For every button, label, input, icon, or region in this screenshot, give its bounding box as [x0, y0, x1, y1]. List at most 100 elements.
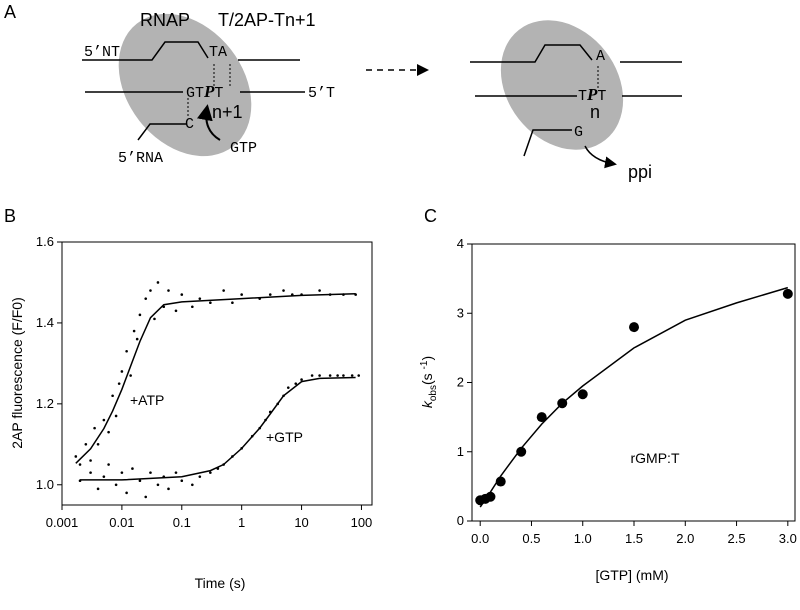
label: 5’T [308, 85, 335, 102]
series-label: +GTP [266, 429, 303, 445]
point [350, 374, 354, 377]
y-axis-label-part: -1 [419, 360, 430, 369]
label: T [597, 88, 606, 105]
point [125, 491, 128, 495]
label: T/2AP-Tn+1 [218, 10, 316, 30]
point [120, 370, 124, 373]
strand [470, 44, 593, 63]
label: P [586, 85, 598, 104]
point [167, 487, 170, 491]
point [111, 394, 114, 398]
point [135, 337, 139, 341]
y-axis-label-part: ) [419, 356, 435, 361]
point [357, 374, 361, 377]
label: n [590, 102, 600, 122]
point [222, 289, 225, 292]
point [153, 317, 156, 321]
point [89, 459, 92, 462]
label: 5’RNA [118, 150, 163, 167]
point [138, 313, 142, 317]
x-tick-label: 2.0 [676, 531, 694, 546]
x-tick-label: 10 [294, 515, 308, 530]
point [536, 412, 547, 423]
point [286, 386, 290, 389]
point [78, 463, 82, 466]
point [107, 430, 110, 434]
x-tick-label: 0.5 [522, 531, 540, 546]
point [231, 301, 234, 304]
point [144, 495, 148, 499]
y-axis-label-part: k [419, 400, 435, 408]
y-axis-label-part: (s [419, 369, 435, 385]
point [174, 471, 178, 474]
y-axis-label: kobs(s -1) [419, 356, 439, 408]
fit-line [75, 293, 356, 464]
point [209, 301, 212, 304]
point [84, 443, 88, 446]
point [93, 426, 96, 430]
rnap-shape [118, 13, 252, 157]
label: T [578, 88, 587, 105]
x-tick-label: 1.0 [574, 531, 592, 546]
point [114, 414, 118, 418]
x-axis-label: [GTP] (mM) [595, 567, 668, 583]
label: T [214, 85, 223, 102]
point [96, 487, 100, 491]
point [156, 483, 160, 487]
label: TA [209, 44, 227, 61]
point [107, 463, 110, 466]
label: A [596, 48, 605, 65]
point [156, 281, 160, 284]
point [102, 418, 106, 422]
point [282, 289, 285, 292]
point [117, 382, 121, 385]
point [294, 382, 298, 385]
x-tick-label: 1.5 [625, 531, 643, 546]
rnap-shape [500, 20, 624, 150]
point [129, 374, 132, 377]
point [149, 471, 152, 474]
point [629, 322, 640, 333]
point [300, 378, 303, 381]
point [342, 374, 345, 377]
point [180, 293, 184, 296]
plot-frame [471, 243, 796, 522]
label: G [574, 124, 583, 141]
fit-line [479, 286, 789, 508]
point [198, 475, 202, 478]
arrow [584, 145, 617, 169]
point [516, 446, 527, 457]
panel-letter: A [4, 2, 16, 22]
x-tick-label: 100 [351, 515, 373, 530]
series-label: +ATP [130, 392, 164, 408]
point [209, 471, 212, 474]
rna [523, 129, 572, 157]
point [138, 479, 142, 483]
point [89, 471, 92, 474]
diagram-right: A TPT n G ppi [470, 20, 682, 182]
point [114, 483, 118, 487]
y-tick-label: 3 [457, 305, 464, 320]
label: GTP [230, 140, 257, 157]
x-tick-label: 0.1 [173, 515, 191, 530]
rna [137, 123, 186, 141]
point [191, 305, 194, 309]
annotation: rGMP:T [631, 450, 680, 466]
point [240, 293, 243, 296]
y-tick-label: 1.0 [36, 477, 54, 492]
point [336, 374, 339, 377]
point [180, 479, 184, 483]
point [191, 483, 194, 487]
point [174, 309, 178, 313]
point [198, 297, 202, 300]
panel-letter: C [424, 206, 437, 226]
point [74, 455, 78, 458]
y-axis-label-part: obs [428, 385, 439, 401]
label: n+1 [212, 102, 243, 122]
fit-line [80, 376, 356, 481]
x-tick-label: 0.001 [46, 515, 79, 530]
point [318, 289, 321, 292]
x-tick-label: 3.0 [779, 531, 797, 546]
label: C [185, 116, 194, 133]
label: GT [186, 85, 204, 102]
